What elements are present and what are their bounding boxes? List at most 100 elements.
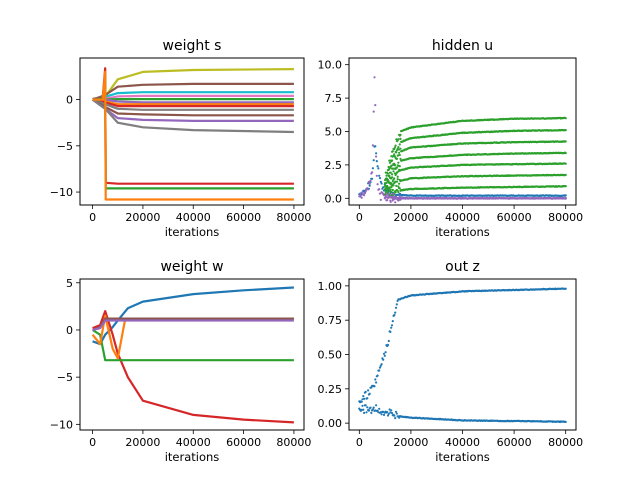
y-tick-label: 10.0 (318, 59, 343, 72)
data-point (371, 171, 374, 174)
data-point (397, 191, 400, 194)
data-point (378, 407, 381, 410)
data-point (564, 194, 567, 197)
x-axis-label: iterations (165, 225, 220, 239)
data-point (375, 155, 378, 158)
series-line-9 (92, 98, 294, 117)
series-line-1 (92, 310, 294, 424)
data-point (393, 414, 396, 417)
data-point (387, 412, 390, 415)
data-point (398, 153, 401, 157)
data-point (376, 165, 379, 168)
data-point (382, 358, 385, 361)
data-point (393, 313, 396, 317)
x-tick-label: 20000 (125, 436, 160, 449)
data-point (391, 320, 394, 323)
chart-3: 0 20000 40000 60000 80000 0.00 0.25 0.50 0.75 1.0… (318, 259, 584, 464)
x-tick-label: 40000 (176, 211, 211, 224)
series-points-8 (384, 185, 567, 197)
y-tick-label: −5 (57, 371, 73, 384)
x-tick-label: 60000 (226, 436, 261, 449)
data-point (564, 197, 567, 200)
y-tick-label: 0.25 (318, 383, 343, 396)
data-point (378, 192, 382, 195)
data-point (398, 143, 401, 146)
series-points-3 (384, 128, 567, 187)
data-point (374, 378, 377, 381)
data-point (395, 166, 399, 169)
chart-title: weight w (160, 259, 223, 275)
data-point (564, 129, 567, 132)
series-points-2 (384, 116, 567, 182)
axes-frame (348, 278, 577, 431)
data-point (367, 409, 370, 412)
y-tick-label: 0.75 (318, 314, 343, 327)
x-tick-label: 20000 (125, 211, 160, 224)
data-point (373, 385, 376, 388)
chart-2: 0 20000 40000 60000 80000 −10 −5 0 5 weight w iter… (50, 259, 312, 464)
x-axis-label: iterations (435, 450, 490, 464)
data-point (380, 182, 383, 185)
data-point (395, 157, 399, 160)
data-point (399, 137, 402, 140)
data-point (391, 197, 394, 200)
y-tick-label: 0 (66, 94, 73, 107)
data-point (395, 151, 398, 154)
data-point (399, 147, 402, 150)
data-point (359, 194, 362, 197)
x-tick-label: 80000 (548, 211, 583, 224)
data-point (376, 374, 379, 377)
data-point (390, 409, 393, 412)
data-point (397, 161, 400, 164)
series-line-7 (92, 98, 294, 108)
data-point (393, 177, 396, 180)
data-point (386, 411, 389, 414)
data-point (398, 151, 401, 154)
data-point (365, 411, 368, 414)
series-points-5 (384, 151, 567, 190)
y-tick-label: −5 (57, 140, 73, 153)
chart-1: 0 20000 40000 60000 80000 0.0 2.5 5.0 7.5 10.0 hid… (318, 38, 584, 239)
data-point (382, 186, 385, 189)
series-line-3 (91, 314, 294, 360)
x-tick-label: 80000 (276, 436, 311, 449)
data-point (371, 408, 374, 411)
plot-area (91, 67, 294, 201)
data-point (383, 354, 386, 357)
data-point (360, 196, 363, 199)
data-point (386, 199, 389, 202)
plot-area (91, 286, 294, 424)
data-point (394, 191, 397, 194)
data-point (392, 192, 395, 195)
data-point (363, 194, 366, 197)
series-line-4 (92, 97, 294, 101)
x-tick-label: 0 (356, 211, 363, 224)
data-point (387, 180, 390, 183)
data-point (390, 412, 394, 415)
data-point (380, 363, 383, 366)
x-tick-label: 60000 (497, 436, 532, 449)
x-tick-label: 60000 (226, 211, 261, 224)
data-point (364, 190, 367, 193)
data-point (360, 408, 363, 411)
data-point (395, 412, 398, 415)
data-point (384, 194, 387, 198)
data-point (564, 140, 567, 143)
x-axis-label: iterations (165, 450, 220, 464)
data-point (361, 404, 364, 407)
data-point (372, 406, 375, 409)
data-point (369, 179, 372, 182)
data-point (391, 199, 394, 202)
data-point (391, 173, 394, 176)
data-point (374, 104, 377, 107)
data-point (391, 159, 394, 162)
data-point (390, 324, 394, 327)
series-line-14 (92, 70, 294, 201)
data-point (394, 201, 397, 204)
data-point (369, 406, 372, 409)
data-point (392, 170, 395, 173)
data-point (385, 192, 388, 195)
data-point (394, 311, 397, 314)
data-point (379, 180, 382, 183)
